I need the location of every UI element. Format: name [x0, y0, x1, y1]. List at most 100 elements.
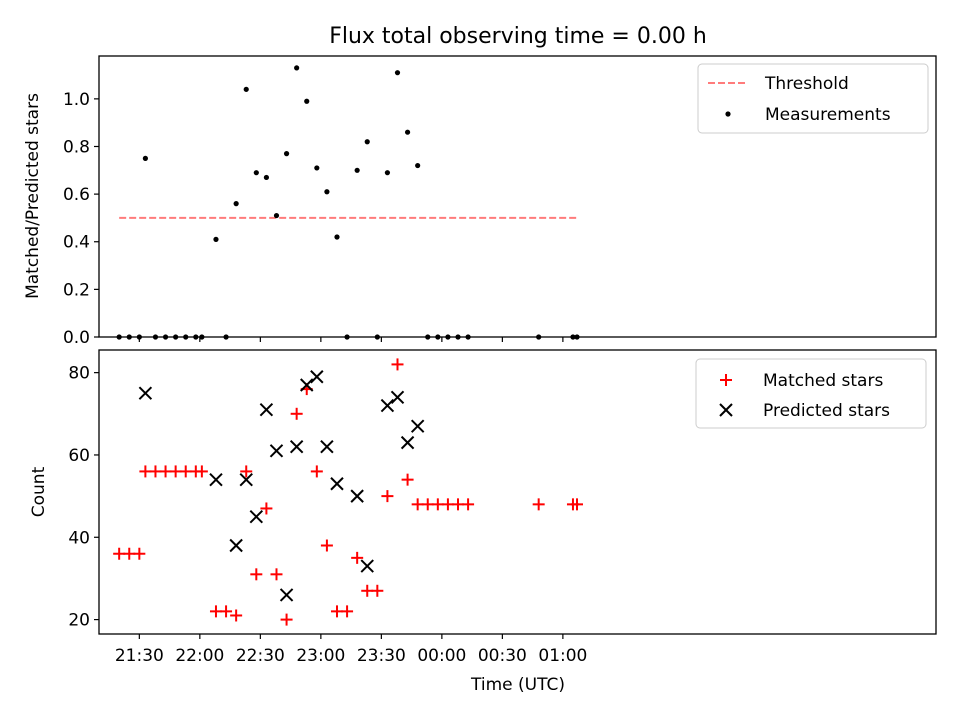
predicted-star-point — [320, 440, 334, 454]
matched-star-point — [351, 551, 364, 564]
bottom-y-tick-label: 80 — [68, 364, 90, 384]
measurement-point — [536, 334, 542, 340]
measurement-point — [384, 170, 391, 176]
bottom-x-tick-label: 00:00 — [417, 646, 466, 666]
top-y-tick-label: 0.8 — [63, 137, 90, 157]
legend-predicted-label: Predicted stars — [763, 401, 890, 421]
matched-star-point — [159, 465, 172, 478]
bottom-y-tick-label: 40 — [68, 528, 90, 548]
measurement-point — [263, 174, 269, 181]
measurement-point — [570, 334, 576, 340]
predicted-star-point — [269, 444, 284, 458]
measurement-point — [183, 334, 189, 340]
measurement-point — [173, 334, 179, 340]
measurement-point — [116, 334, 122, 340]
measurement-point — [142, 155, 148, 161]
measurement-point — [283, 151, 290, 157]
bottom-x-ticks: 21:30 22:00 22:30 23:00 23:30 00:00 00:30 01:00 — [115, 634, 587, 666]
matched-star-point — [270, 568, 283, 581]
matched-star-point — [179, 465, 192, 478]
measurement-point — [574, 334, 580, 340]
bottom-legend: Matched stars Predicted stars — [695, 358, 927, 429]
matched-star-point — [452, 498, 465, 511]
matched-star-point — [310, 465, 323, 478]
matched-star-point — [320, 539, 333, 552]
legend-matched-swatch — [720, 374, 732, 386]
measurement-point — [334, 234, 340, 240]
predicted-star-point — [360, 559, 374, 573]
matched-star-point — [532, 498, 545, 511]
predicted-star-point — [350, 489, 364, 503]
measurement-point — [324, 189, 330, 195]
matched-star-point — [441, 498, 454, 511]
matched-star-point — [240, 465, 253, 478]
matched-star-point — [371, 584, 384, 597]
bottom-x-tick-label: 00:30 — [478, 646, 527, 666]
bottom-x-tick-label: 22:30 — [236, 646, 285, 666]
predicted-star-point — [259, 402, 274, 417]
bottom-x-axis-label: Time (UTC) — [470, 675, 565, 695]
legend-threshold-label: Threshold — [764, 74, 849, 94]
legend-predicted-swatch — [719, 403, 733, 417]
measurement-point — [394, 70, 401, 76]
bottom-marks — [113, 358, 583, 626]
predicted-star-point — [229, 538, 243, 553]
predicted-star-point — [209, 472, 223, 487]
measurement-point — [162, 334, 169, 340]
bottom-x-tick-label: 01:00 — [538, 646, 587, 666]
matched-star-point — [570, 498, 583, 511]
bottom-plot-area — [98, 349, 937, 635]
predicted-star-point — [400, 435, 415, 450]
measurement-point — [354, 167, 360, 173]
bottom-y-axis-label: Count — [29, 466, 49, 517]
matched-star-point — [280, 613, 293, 626]
bottom-x-tick-label: 23:30 — [357, 646, 406, 666]
top-legend-box — [697, 63, 929, 134]
top-y-axis-label: Matched/Predicted stars — [23, 93, 43, 299]
measurement-point — [213, 236, 219, 242]
top-plot-area — [98, 55, 937, 338]
predicted-star-point — [330, 477, 344, 491]
bottom-y-tick-label: 60 — [68, 446, 90, 466]
measurement-point — [273, 212, 280, 219]
matched-star-point — [123, 547, 136, 560]
matched-star-point — [169, 465, 182, 478]
matched-star-point — [209, 605, 222, 618]
matched-star-point — [260, 502, 273, 515]
measurement-point — [314, 165, 320, 171]
top-y-tick-label: 0.4 — [63, 233, 90, 253]
measurement-point — [126, 334, 132, 340]
legend-measurements-label: Measurements — [765, 105, 891, 125]
legend-matched-label: Matched stars — [763, 371, 883, 391]
matched-star-point — [330, 605, 343, 618]
matched-star-point — [133, 547, 146, 560]
measurement-point — [136, 334, 142, 340]
bottom-y-tick-label: 20 — [68, 611, 90, 631]
measurement-point — [404, 129, 411, 135]
measurement-point — [435, 334, 441, 340]
measurement-point — [344, 334, 350, 340]
matched-star-point — [381, 490, 394, 503]
measurement-point — [455, 334, 461, 340]
measurement-point — [152, 334, 159, 340]
matched-star-point — [195, 465, 208, 478]
predicted-star-point — [410, 419, 425, 433]
matched-star-point — [421, 498, 434, 511]
measurement-point — [304, 98, 310, 104]
bottom-y-ticks: 20 40 60 80 — [68, 364, 99, 631]
matched-star-point — [401, 473, 414, 486]
measurement-point — [233, 201, 239, 207]
matched-star-point — [250, 568, 263, 581]
bottom-legend-box — [695, 358, 927, 429]
chart-title: Flux total observing time = 0.00 h — [329, 24, 707, 49]
top-y-ticks: 0.0 0.2 0.4 0.6 0.8 1.0 — [63, 90, 99, 348]
matched-star-point — [341, 605, 354, 618]
top-panel: Matched/Predicted stars 0.0 0.2 0.4 0.6 0.8 1… — [23, 55, 937, 348]
top-y-tick-label: 1.0 — [63, 90, 90, 110]
matched-star-point — [361, 584, 374, 597]
measurement-point — [193, 334, 199, 340]
matched-star-point — [290, 407, 303, 420]
top-legend: Threshold Measurements — [697, 63, 929, 134]
matched-star-point — [431, 498, 444, 511]
